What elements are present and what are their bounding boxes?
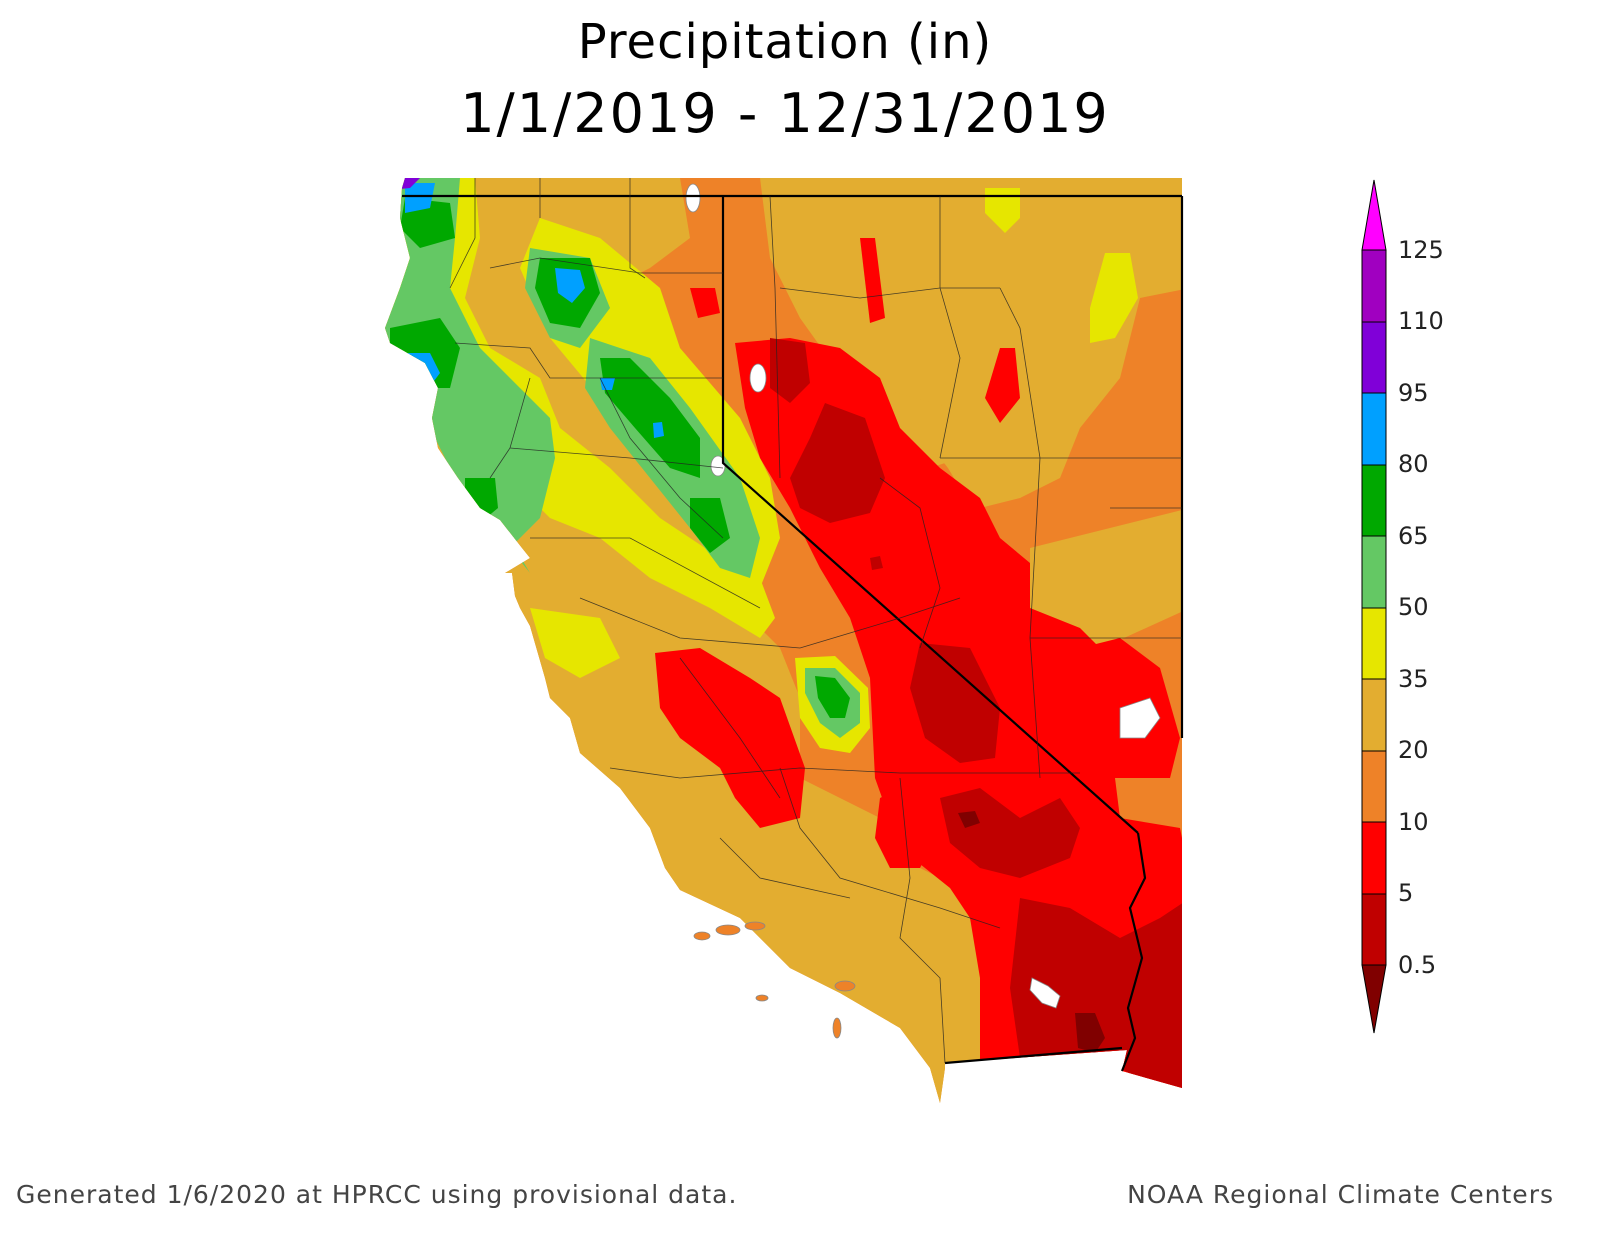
legend-label: 80 <box>1398 450 1429 478</box>
generated-note: Generated 1/6/2020 at HPRCC using provis… <box>16 1180 738 1209</box>
precipitation-map <box>380 178 1190 1108</box>
legend-label: 35 <box>1398 665 1429 693</box>
legend-label: 10 <box>1398 808 1429 836</box>
under-arrow-icon <box>1361 964 1387 1034</box>
legend-label: 5 <box>1398 879 1414 907</box>
legend-label: 125 <box>1398 236 1444 264</box>
map-title: Precipitation (in) <box>577 14 993 70</box>
legend-label: 50 <box>1398 593 1429 621</box>
legend-label: 0.5 <box>1398 951 1437 979</box>
source-credit: NOAA Regional Climate Centers <box>1127 1180 1554 1209</box>
legend-label: 95 <box>1398 379 1429 407</box>
map-date-range: 1/1/2019 - 12/31/2019 <box>460 82 1110 145</box>
legend-label: 110 <box>1398 307 1444 335</box>
legend-label: 20 <box>1398 736 1429 764</box>
legend-label: 65 <box>1398 522 1429 550</box>
over-arrow-icon <box>1361 179 1387 251</box>
color-scale-legend: 125 110 95 80 65 50 35 20 10 5 0.5 <box>1360 178 1490 1038</box>
